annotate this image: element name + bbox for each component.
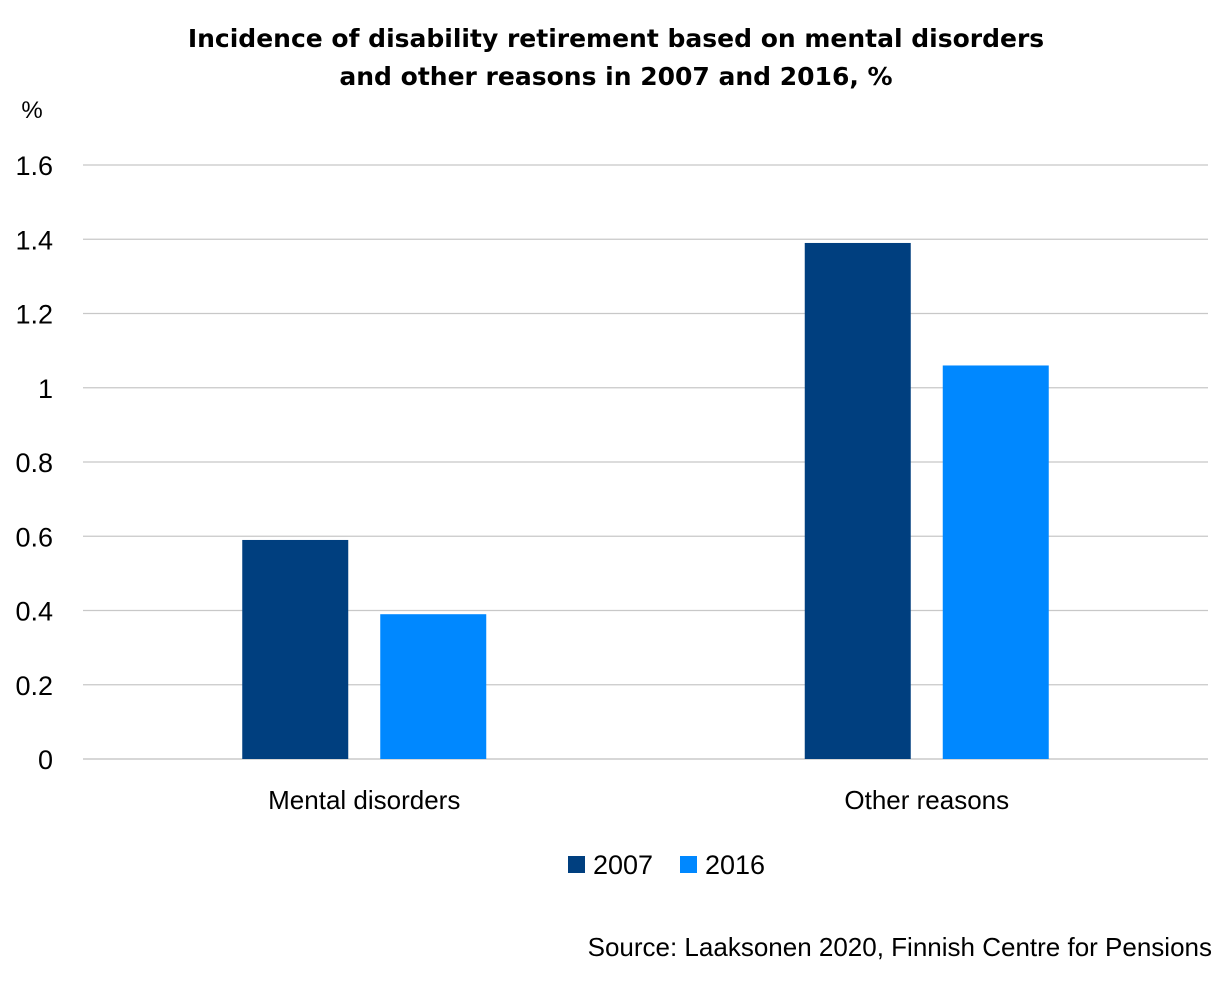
chart-title-line-1: Incidence of disability retirement based… [188,24,1044,53]
y-axis-label: % [21,97,42,124]
bar-2016-other-reasons [942,365,1049,759]
bar-2007-mental-disorders [242,539,349,759]
legend-label-2007: 2007 [593,850,653,880]
legend-swatch-2007 [568,856,585,873]
category-label: Other reasons [844,785,1009,815]
y-tick-label: 0.4 [15,597,53,627]
category-labels: Mental disorders Other reasons [268,785,1009,815]
y-tick-label: 0 [38,745,53,775]
y-tick-label: 1.2 [15,300,53,330]
chart-title-line-2: and other reasons in 2007 and 2016, % [339,62,892,91]
y-tick-labels: 0 0.2 0.4 0.6 0.8 1 1.2 1.4 1.6 [15,151,53,775]
legend-label-2016: 2016 [705,850,765,880]
legend-swatch-2016 [680,856,697,873]
legend: 2007 2016 [568,850,765,880]
bar-2016-mental-disorders [380,614,487,759]
bars [242,242,1049,759]
y-tick-label: 0.8 [15,448,53,478]
y-tick-label: 1 [38,374,53,404]
y-tick-label: 0.6 [15,522,53,552]
y-tick-label: 0.2 [15,671,53,701]
bar-2007-other-reasons [804,242,911,759]
y-tick-label: 1.4 [15,225,53,255]
source-note: Source: Laaksonen 2020, Finnish Centre f… [588,932,1212,962]
category-label: Mental disorders [268,785,460,815]
y-tick-label: 1.6 [15,151,53,181]
